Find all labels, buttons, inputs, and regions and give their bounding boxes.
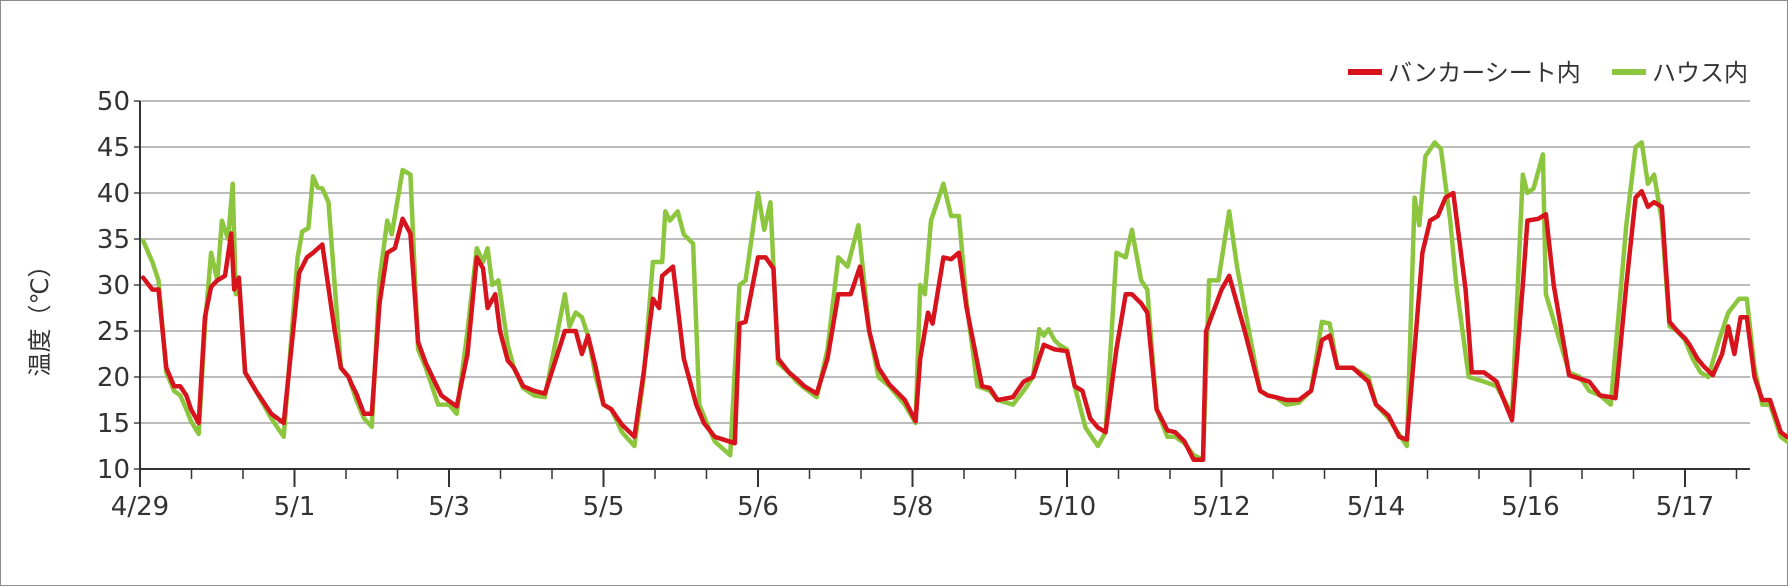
grid-lines	[134, 100, 1750, 470]
y-tick-label-30: 30	[97, 271, 130, 301]
x-tick-labels: 4/29 5/1 5/3 5/5 5/6 5/8 5/10 5/12 5/14 5/16 5/17	[111, 492, 1714, 522]
x-tick-label-10: 5/17	[1656, 492, 1714, 522]
axes	[139, 101, 1750, 487]
y-axis-label-group: 温度（℃）	[26, 254, 54, 377]
y-tick-label-25: 25	[97, 317, 130, 347]
y-tick-label-20: 20	[97, 363, 130, 393]
y-axis-label: 温度（℃）	[26, 254, 54, 377]
x-tick-label-0: 4/29	[111, 492, 169, 522]
series-lines	[140, 140, 1788, 463]
x-tick-label-7: 5/12	[1192, 492, 1250, 522]
y-tick-label-50: 50	[97, 87, 130, 117]
x-tick-label-5: 5/8	[892, 492, 934, 522]
y-tick-labels: 10 15 20 25 30 35 40 45 50	[97, 87, 130, 485]
y-tick-label-10: 10	[97, 455, 130, 485]
x-tick-label-8: 5/14	[1347, 492, 1405, 522]
x-tick-label-2: 5/3	[428, 492, 470, 522]
legend: バンカーシート内 ハウス内	[1348, 59, 1748, 87]
y-tick-label-15: 15	[97, 409, 130, 439]
x-tick-label-9: 5/16	[1501, 492, 1559, 522]
x-tick-label-3: 5/5	[583, 492, 625, 522]
legend-label-bunker-sheet: バンカーシート内	[1388, 59, 1581, 87]
y-tick-label-40: 40	[97, 179, 130, 209]
y-tick-label-35: 35	[97, 225, 130, 255]
y-tick-label-45: 45	[97, 133, 130, 163]
series-line-0	[140, 188, 1788, 463]
x-tick-label-6: 5/10	[1038, 492, 1096, 522]
x-tick-label-1: 5/1	[274, 492, 316, 522]
legend-label-house: ハウス内	[1652, 59, 1748, 87]
x-tick-label-4: 5/6	[737, 492, 779, 522]
